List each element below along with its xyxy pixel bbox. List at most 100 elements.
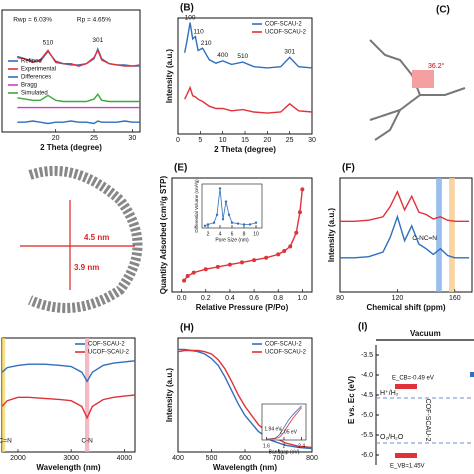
data-point [300,187,305,192]
y-tick-label: -5.5 [361,432,373,439]
y-tick-label: -6.0 [361,452,373,459]
x-tick-label: 160 [449,295,461,302]
x-tick-label: 20 [52,135,60,142]
series-line [184,85,313,114]
band-diagram [375,339,474,465]
x-tick-label: 8 [243,231,246,237]
annotation: 301 [284,48,295,55]
series-line [17,120,140,125]
x-tick-label: 0.8 [273,295,283,302]
plot-frame [261,403,307,441]
annotation: 301 [92,37,103,44]
annotation: C=N [0,437,12,444]
annotation: Rwp = 6.03% [13,16,52,23]
series-line [340,189,470,222]
data-point [264,255,269,260]
data-point [182,278,187,283]
x-tick-label: 2.4 [298,443,305,449]
x-tick-label: 0.4 [225,295,235,302]
x-tick-label: 4 [219,231,222,237]
y-tick-label: -5.0 [361,412,373,419]
panel-label: (C) [436,5,450,16]
x-tick-label: 1.6 [263,443,270,449]
data-point [203,267,208,272]
x-tick-label: 5 [198,137,202,144]
dimension-label: 3.9 nm [74,263,99,272]
x-tick-label: 10 [219,137,227,144]
series-line [266,407,302,440]
x-tick-label: 2 [283,443,286,449]
y-axis-label: Intensity (a.u.) [165,49,174,104]
annotation: 1.94 eV [264,427,282,433]
x-tick-label: 15 [241,137,249,144]
series-line [17,92,140,103]
series-line [17,48,141,67]
data-point [230,221,234,224]
y-axis-label: Intensity (a.u.) [327,208,336,263]
annotation: C-N [81,437,93,444]
x-tick-label: 30 [128,135,136,142]
x-tick-label: 2 [207,231,210,237]
x-axis-label: Pore Size (nm) [215,237,249,243]
legend-label: Differences [21,75,51,81]
data-point [206,223,210,226]
plot-frame [177,17,313,135]
annotation: 2.05 eV [280,429,298,435]
data-point [212,221,216,224]
data-point [185,274,190,279]
legend-label: Bragg [21,83,37,89]
x-tick-label: 700 [273,455,285,462]
data-point [294,230,299,235]
material-label: COF-SCAU-2 [424,399,431,442]
annotation: 110 [193,29,204,36]
legend-label: COF-SCAU-2 [265,22,302,28]
x-tick-label: 20 [263,137,271,144]
x-tick-label: 800 [306,455,318,462]
x-axis-label: Chemical shift (ppm) [366,303,445,312]
highlight-band [84,338,90,452]
x-tick-label: 3000 [63,455,79,462]
x-tick-label: 500 [206,455,218,462]
panel-label: (F) [342,163,355,174]
y-tick-label: -4.0 [361,372,373,379]
annotation: 510 [43,40,54,47]
annotation: 100 [185,15,196,22]
annotation: 210 [201,40,212,47]
panel-label: (I) [358,322,367,333]
y-axis-label: Quantity Adsorbed (cm³/g STP) [159,175,168,294]
plot-frame [1,9,141,133]
data-point [288,244,293,249]
data-point [215,213,219,216]
level-label: O₂/H₂O [380,434,404,441]
y-axis-label: Intensity (a.u.) [165,368,174,423]
data-point [252,258,257,263]
legend-label: Experimental [21,67,56,73]
legend-label: UCOF-SCAU-2 [265,350,307,356]
legend-label: UCOF-SCAU-2 [265,30,307,36]
x-axis-label: Bandgap (eV) [269,449,300,455]
legend-label: UCOF-SCAU-2 [88,350,130,356]
series-line [1,394,136,420]
highlight-band [436,178,442,292]
x-axis-label: Wavelength (nm) [36,463,100,472]
x-tick-label: 6 [231,231,234,237]
annotation: 400 [217,52,228,59]
x-tick-label: 25 [90,135,98,142]
highlight-band [449,178,455,292]
legend-label: Refined [21,59,42,65]
plot-frame [201,183,263,229]
data-point [203,224,207,227]
x-tick-label: 120 [392,295,404,302]
data-point [215,264,220,269]
data-point [276,252,281,257]
level-label: E_CB=-0.49 eV [392,376,434,382]
x-tick-label: 0.6 [249,295,259,302]
series-line [340,214,470,259]
x-tick-label: 2000 [10,455,26,462]
panel-label: (E) [174,163,187,174]
x-tick-label: 400 [172,455,184,462]
x-axis-label: Relative Pressure (P/Po) [196,303,289,312]
level-label: H⁺/H₂ [380,390,399,397]
molecule [369,39,466,141]
